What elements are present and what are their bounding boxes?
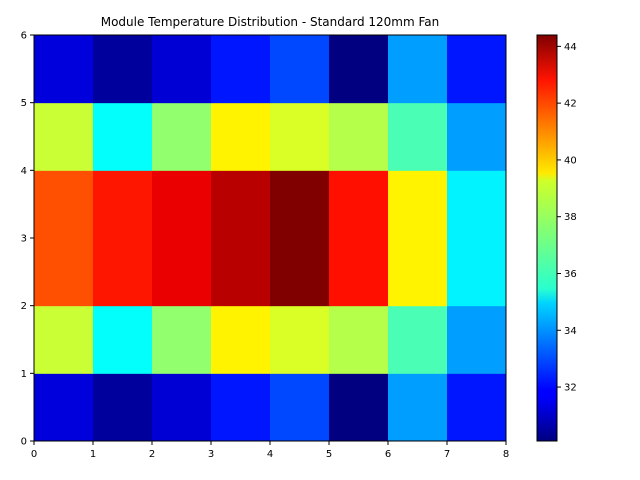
heatmap-cell xyxy=(388,35,448,104)
colorbar xyxy=(536,34,558,442)
heatmap-cell xyxy=(93,102,153,171)
colorbar-axis: 32 34 36 38 40 42 44 xyxy=(557,42,577,394)
heatmap-cell xyxy=(34,35,94,104)
heatmap-cell xyxy=(93,35,153,104)
colorbar-tick-label: 40 xyxy=(564,155,577,166)
colorbar-tick-label: 32 xyxy=(564,383,577,394)
heatmap-cell xyxy=(388,373,448,442)
x-tick-label: 7 xyxy=(444,449,450,460)
heatmap-cell xyxy=(447,170,507,239)
heatmap-cell xyxy=(388,238,448,307)
heatmap-cell xyxy=(152,35,212,104)
heatmap-cell xyxy=(329,373,389,442)
heatmap-cell xyxy=(329,35,389,104)
heatmap-cell xyxy=(388,170,448,239)
heatmap-cell xyxy=(152,170,212,239)
heatmap-cell xyxy=(270,102,330,171)
colorbar-tick-label: 34 xyxy=(564,326,577,337)
heatmap-cell xyxy=(211,305,271,374)
x-tick-label: 2 xyxy=(149,449,155,460)
colorbar-tick-label: 38 xyxy=(564,212,577,223)
x-tick-label: 1 xyxy=(90,449,96,460)
heatmap-cell xyxy=(93,373,153,442)
heatmap-cell xyxy=(152,102,212,171)
heatmap-cell xyxy=(34,238,94,307)
y-tick-label: 5 xyxy=(21,98,27,109)
heatmap-cell xyxy=(270,238,330,307)
x-axis: 0 1 2 3 4 5 6 7 8 xyxy=(31,441,509,460)
x-tick-label: 4 xyxy=(267,449,273,460)
heatmap-cell xyxy=(329,305,389,374)
heatmap-cell xyxy=(211,170,271,239)
heatmap-cell xyxy=(329,238,389,307)
heatmap-cell xyxy=(447,102,507,171)
x-tick-label: 6 xyxy=(385,449,391,460)
heatmap-cell xyxy=(270,305,330,374)
x-tick-label: 5 xyxy=(326,449,332,460)
heatmap-cells xyxy=(34,35,507,442)
heatmap-cell xyxy=(447,35,507,104)
heatmap-cell xyxy=(388,305,448,374)
colorbar-tick-label: 42 xyxy=(564,99,577,110)
heatmap-cell xyxy=(34,170,94,239)
heatmap-cell xyxy=(388,102,448,171)
heatmap-cell xyxy=(211,102,271,171)
heatmap-cell xyxy=(152,305,212,374)
heatmap-cell xyxy=(93,170,153,239)
heatmap-cell xyxy=(447,373,507,442)
y-tick-label: 2 xyxy=(21,301,27,312)
x-tick-label: 0 xyxy=(31,449,37,460)
heatmap-cell xyxy=(93,305,153,374)
heatmap-cell xyxy=(447,238,507,307)
heatmap-cell xyxy=(329,102,389,171)
y-tick-label: 4 xyxy=(21,166,27,177)
heatmap-cell xyxy=(447,305,507,374)
y-tick-label: 3 xyxy=(21,234,27,245)
heatmap-cell xyxy=(211,238,271,307)
heatmap-cell xyxy=(270,35,330,104)
y-axis: 0 1 2 3 4 5 6 xyxy=(21,31,34,448)
heatmap-cell xyxy=(211,373,271,442)
heatmap-cell xyxy=(34,305,94,374)
x-tick-label: 3 xyxy=(208,449,214,460)
heatmap-cell xyxy=(34,102,94,171)
heatmap-cell xyxy=(270,170,330,239)
y-tick-label: 0 xyxy=(21,437,27,448)
heatmap-cell xyxy=(270,373,330,442)
y-tick-label: 6 xyxy=(21,31,27,42)
heatmap-cell xyxy=(34,373,94,442)
heatmap-cell xyxy=(211,35,271,104)
y-tick-label: 1 xyxy=(21,369,27,380)
colorbar-tick-label: 36 xyxy=(564,269,577,280)
chart-title: Module Temperature Distribution - Standa… xyxy=(101,15,440,29)
heatmap-cell xyxy=(152,238,212,307)
heatmap-cell xyxy=(93,238,153,307)
heatmap-cell xyxy=(329,170,389,239)
x-tick-label: 8 xyxy=(503,449,509,460)
heatmap-cell xyxy=(152,373,212,442)
colorbar-tick-label: 44 xyxy=(564,42,577,53)
